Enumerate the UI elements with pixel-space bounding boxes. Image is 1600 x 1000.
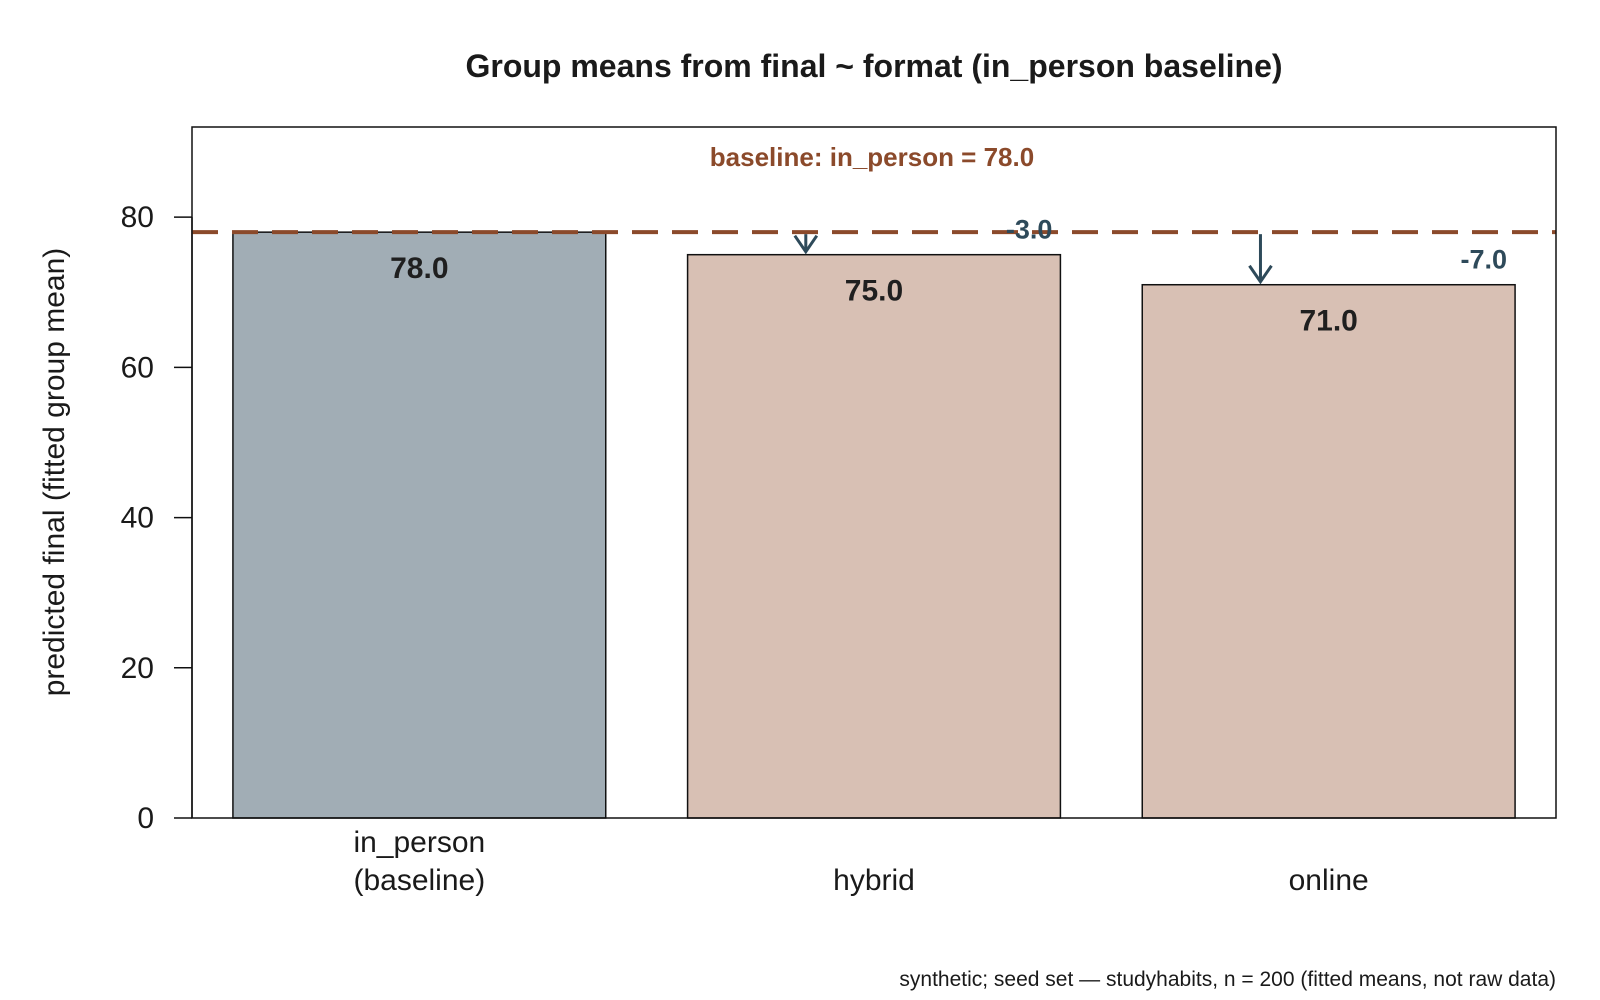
chart-caption: synthetic; seed set — studyhabits, n = 2… xyxy=(899,968,1556,991)
baseline-label: baseline: in_person = 78.0 xyxy=(710,142,1034,172)
difference-label: -7.0 xyxy=(1461,245,1508,275)
y-tick-label: 40 xyxy=(121,502,154,535)
y-axis: 0 20 40 60 80 xyxy=(121,201,193,835)
value-labels: 78.0 75.0 71.0 xyxy=(390,252,1358,338)
difference-label: -3.0 xyxy=(1006,215,1053,245)
x-tick-label: (baseline) xyxy=(353,864,485,897)
difference-arrows: -3.0 -7.0 xyxy=(793,215,1508,285)
y-tick-label: 80 xyxy=(121,201,154,234)
chart-title: Group means from final ~ format (in_pers… xyxy=(465,48,1282,84)
x-tick-label: online xyxy=(1289,864,1369,897)
y-tick-label: 0 xyxy=(137,802,154,835)
y-tick-label: 60 xyxy=(121,351,154,384)
value-label: 78.0 xyxy=(390,252,448,285)
x-tick-label: in_person xyxy=(353,826,485,859)
plot-frame xyxy=(191,126,1557,819)
bar-1 xyxy=(686,253,1062,819)
x-tick-label: hybrid xyxy=(833,864,915,897)
x-axis-labels: in_person (baseline) hybrid online xyxy=(353,826,1368,897)
bar-0 xyxy=(232,231,607,819)
difference-arrowhead xyxy=(793,234,819,255)
y-axis-label: predicted final (fitted group mean) xyxy=(38,248,71,697)
bars xyxy=(232,231,1516,819)
value-label: 71.0 xyxy=(1299,305,1357,338)
difference-arrowhead xyxy=(1248,264,1273,285)
y-tick-label: 20 xyxy=(121,652,154,685)
value-label: 75.0 xyxy=(845,275,903,308)
bar-2 xyxy=(1141,283,1516,819)
